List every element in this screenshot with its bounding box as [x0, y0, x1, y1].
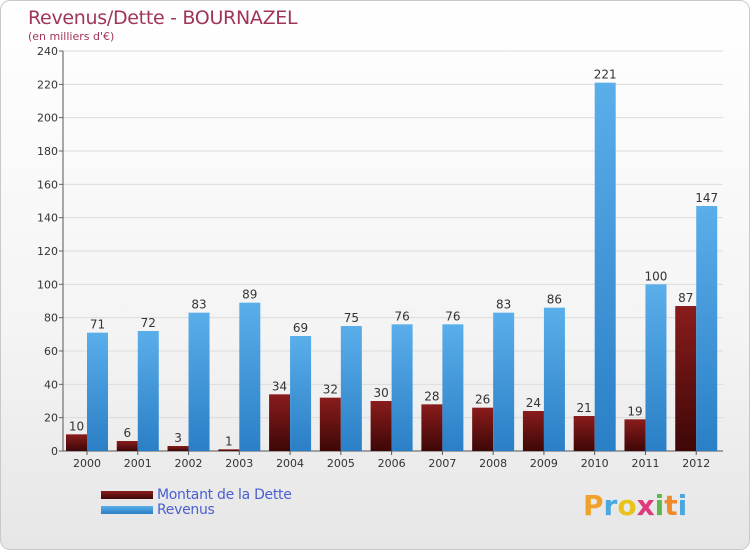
bar-dette: [472, 407, 494, 451]
y-tick-label: 40: [44, 378, 58, 391]
data-label: 32: [323, 383, 338, 397]
y-tick-label: 240: [37, 45, 58, 58]
bar-dette: [624, 419, 646, 451]
data-label: 10: [69, 419, 84, 433]
bar-revenus: [442, 324, 464, 451]
y-tick-label: 220: [37, 78, 58, 91]
data-label: 26: [475, 393, 490, 407]
logo-letter: x: [636, 489, 655, 522]
x-tick-label: 2001: [124, 457, 152, 470]
x-tick-label: 2008: [479, 457, 507, 470]
logo-letter: i: [654, 489, 665, 522]
logo-letter: i: [677, 489, 688, 522]
logo-letter: t: [664, 489, 678, 522]
y-tick-label: 180: [37, 145, 58, 158]
bar-revenus: [696, 206, 718, 451]
bar-revenus: [137, 331, 159, 451]
bar-dette: [66, 434, 87, 451]
bar-dette: [319, 397, 341, 451]
chart-subtitle: (en milliers d'€): [28, 30, 115, 43]
x-tick-label: 2002: [175, 457, 203, 470]
bar-dette: [675, 306, 697, 451]
legend-item-dette: Montant de la Dette: [101, 486, 292, 503]
x-tick-label: 2007: [428, 457, 456, 470]
bar-revenus: [87, 332, 108, 451]
bar-revenus: [493, 312, 515, 451]
x-tick-label: 2009: [530, 457, 558, 470]
bar-dette: [573, 416, 595, 451]
x-tick-label: 2000: [73, 457, 101, 470]
data-label: 221: [594, 68, 617, 82]
data-label: 76: [394, 309, 409, 323]
data-label: 28: [424, 389, 439, 403]
legend-item-revenus: Revenus: [101, 501, 292, 518]
data-label: 71: [90, 318, 105, 332]
bar-dette: [116, 441, 138, 451]
bar-dette: [522, 411, 544, 451]
data-label: 147: [695, 191, 718, 205]
bar-revenus: [391, 324, 413, 451]
legend-swatch-dette: [101, 490, 153, 499]
data-label: 19: [627, 404, 642, 418]
y-tick-label: 0: [51, 445, 58, 458]
x-tick-label: 2011: [631, 457, 659, 470]
x-tick-label: 2004: [276, 457, 304, 470]
y-tick-label: 160: [37, 178, 58, 191]
bar-dette: [167, 446, 189, 451]
bar-dette: [370, 401, 392, 451]
legend-label-revenus: Revenus: [157, 501, 215, 518]
data-label: 86: [547, 293, 562, 307]
logo-letter: P: [583, 489, 604, 522]
chart-title: Revenus/Dette - BOURNAZEL: [28, 7, 298, 29]
y-tick-label: 80: [44, 312, 58, 325]
legend: Montant de la Dette Revenus: [101, 486, 292, 518]
bar-revenus: [239, 302, 261, 451]
y-tick-label: 200: [37, 112, 58, 125]
data-label: 1: [225, 434, 233, 448]
legend-label-dette: Montant de la Dette: [157, 486, 292, 503]
x-tick-label: 2005: [327, 457, 355, 470]
logo-letter: r: [603, 489, 618, 522]
proxiti-logo: Proxiti: [583, 489, 687, 522]
data-label: 3: [174, 431, 182, 445]
data-label: 75: [344, 311, 359, 325]
data-label: 83: [191, 298, 206, 312]
bar-dette: [218, 449, 240, 451]
y-tick-label: 140: [37, 212, 58, 225]
x-tick-label: 2003: [225, 457, 253, 470]
legend-swatch-revenus: [101, 505, 153, 514]
bar-dette: [421, 404, 443, 451]
y-tick-label: 120: [37, 245, 58, 258]
data-label: 30: [373, 386, 388, 400]
bar-revenus: [290, 336, 312, 451]
y-tick-label: 100: [37, 278, 58, 291]
y-tick-label: 60: [44, 345, 58, 358]
data-label: 69: [293, 321, 308, 335]
bar-revenus: [594, 82, 616, 452]
data-label: 89: [242, 288, 257, 302]
data-label: 72: [141, 316, 156, 330]
bar-revenus: [543, 307, 565, 451]
data-label: 100: [645, 269, 668, 283]
data-label: 34: [272, 379, 287, 393]
x-tick-label: 2006: [378, 457, 406, 470]
bar-dette: [269, 394, 291, 451]
bar-revenus: [188, 312, 210, 451]
x-tick-label: 2012: [682, 457, 710, 470]
data-label: 6: [123, 426, 131, 440]
bar-revenus: [340, 326, 362, 451]
data-label: 24: [526, 396, 541, 410]
data-label: 83: [496, 298, 511, 312]
data-label: 21: [577, 401, 592, 415]
y-tick-label: 20: [44, 412, 58, 425]
x-tick-label: 2010: [581, 457, 609, 470]
data-label: 87: [678, 291, 693, 305]
bar-revenus: [645, 284, 667, 451]
logo-letter: o: [617, 489, 637, 522]
data-label: 76: [445, 309, 460, 323]
